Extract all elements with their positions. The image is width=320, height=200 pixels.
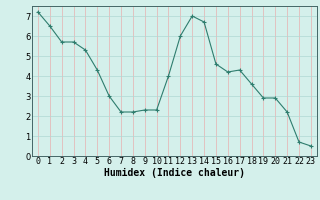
X-axis label: Humidex (Indice chaleur): Humidex (Indice chaleur) bbox=[104, 168, 245, 178]
